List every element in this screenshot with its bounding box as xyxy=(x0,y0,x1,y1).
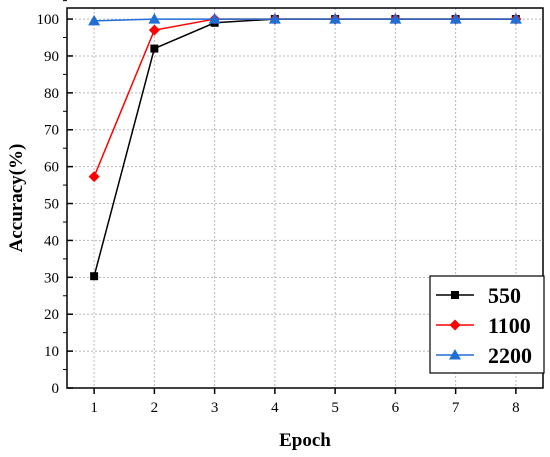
y-tick-label: 20 xyxy=(44,307,59,323)
plot-frame xyxy=(66,7,544,389)
series-line-2200 xyxy=(94,18,516,22)
y-tick-label: 0 xyxy=(52,381,60,397)
y-tick-label: 90 xyxy=(44,49,59,65)
y-tick-label: 40 xyxy=(44,233,59,249)
data-point-1100 xyxy=(88,171,100,183)
y-axis-title: Accuracy(%) xyxy=(6,144,27,253)
legend-marker-1100 xyxy=(449,319,461,331)
data-point-2200 xyxy=(389,13,402,24)
data-point-2200 xyxy=(509,13,522,24)
legend-label-1100: 1100 xyxy=(488,313,531,338)
data-point-550 xyxy=(90,272,99,281)
data-point-2200 xyxy=(88,14,101,26)
x-tick-label: 3 xyxy=(211,400,219,416)
legend-label-550: 550 xyxy=(488,283,521,308)
y-tick-label: 50 xyxy=(44,197,59,213)
y-tick-label: 60 xyxy=(44,160,59,176)
y-tick-label: 30 xyxy=(44,270,59,286)
x-tick-label: 2 xyxy=(151,400,159,416)
data-point-1100 xyxy=(148,24,160,36)
x-tick-label: 1 xyxy=(90,400,98,416)
y-tick-label: 70 xyxy=(44,123,59,139)
legend-marker-550 xyxy=(451,291,459,299)
legend-label-2200: 2200 xyxy=(488,343,532,368)
x-tick-label: 5 xyxy=(331,400,339,416)
y-tick-label: 10 xyxy=(44,344,59,360)
data-point-2200 xyxy=(449,13,462,24)
x-tick-label: 6 xyxy=(392,400,400,416)
y-tick-label: 80 xyxy=(44,86,59,102)
x-axis-title: Epoch xyxy=(279,430,331,451)
data-point-2200 xyxy=(329,13,342,24)
y-tick-label: 100 xyxy=(37,12,60,28)
series-layer xyxy=(88,13,522,281)
data-point-2200 xyxy=(148,13,161,24)
x-tick-label: 4 xyxy=(271,400,279,416)
legend: 550 1100 2200 xyxy=(429,275,545,374)
axis-ticks: 0 10 20 30 40 50 60 70 80 90 100 1 2 3 4 5 6 7 8 xyxy=(37,0,520,416)
data-point-2200 xyxy=(208,13,221,24)
legend-marker-2200 xyxy=(449,349,461,360)
x-tick-label: 7 xyxy=(452,400,460,416)
data-point-550 xyxy=(150,44,159,53)
data-point-2200 xyxy=(268,13,281,24)
x-tick-label: 8 xyxy=(512,400,520,416)
